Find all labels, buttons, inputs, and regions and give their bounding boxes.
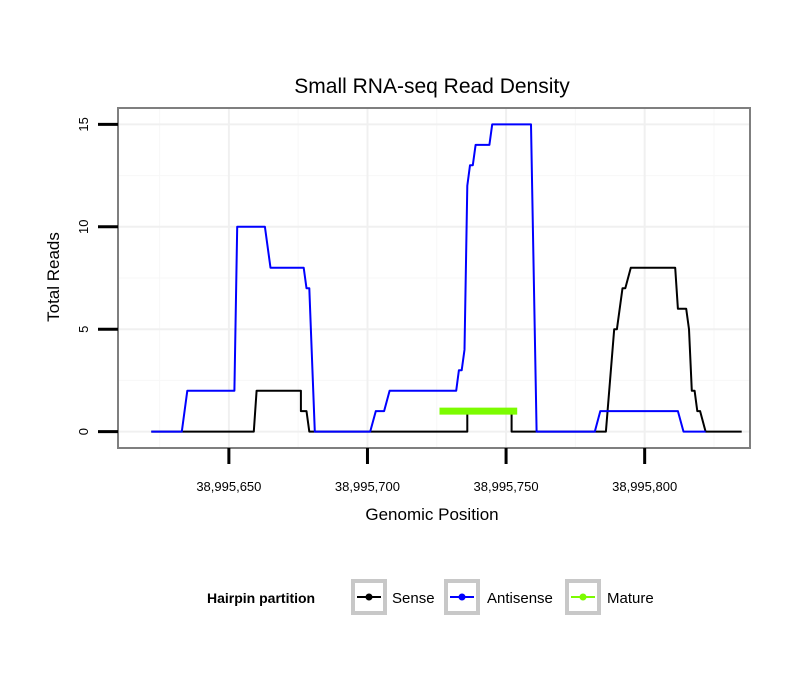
- legend-label-sense: Sense: [392, 590, 435, 607]
- x-tick-label: 38,995,650: [196, 479, 261, 494]
- y-tick-label: 5: [76, 326, 91, 333]
- legend-label-mature: Mature: [607, 590, 654, 607]
- legend-point-mature: [579, 593, 587, 601]
- x-axis-title: Genomic Position: [365, 505, 498, 524]
- grid-lines: [118, 108, 750, 448]
- x-tick-label: 38,995,800: [612, 479, 677, 494]
- y-tick-label: 10: [76, 220, 91, 234]
- x-tick-label: 38,995,700: [335, 479, 400, 494]
- x-tick-label: 38,995,750: [474, 479, 539, 494]
- chart-title: Small RNA-seq Read Density: [294, 75, 570, 98]
- y-tick-label: 15: [76, 117, 91, 131]
- legend-point-antisense: [458, 593, 466, 601]
- plot-panel-border: [117, 107, 751, 449]
- y-tick-label: 0: [76, 428, 91, 435]
- y-axis: 0 5 10 15: [76, 117, 118, 435]
- legend-label-antisense: Antisense: [487, 590, 553, 607]
- x-axis: 38,995,650 38,995,700 38,995,750 38,995,800: [196, 448, 677, 494]
- series-lines: [151, 123, 742, 433]
- legend-title: Hairpin partition: [207, 590, 315, 606]
- legend-point-sense: [365, 593, 373, 601]
- series-line-sense: [151, 266, 742, 433]
- y-axis-title: Total Reads: [44, 232, 63, 322]
- series-line-antisense: [151, 123, 706, 433]
- legend: Hairpin partition Sense Antisense Mature: [207, 579, 654, 615]
